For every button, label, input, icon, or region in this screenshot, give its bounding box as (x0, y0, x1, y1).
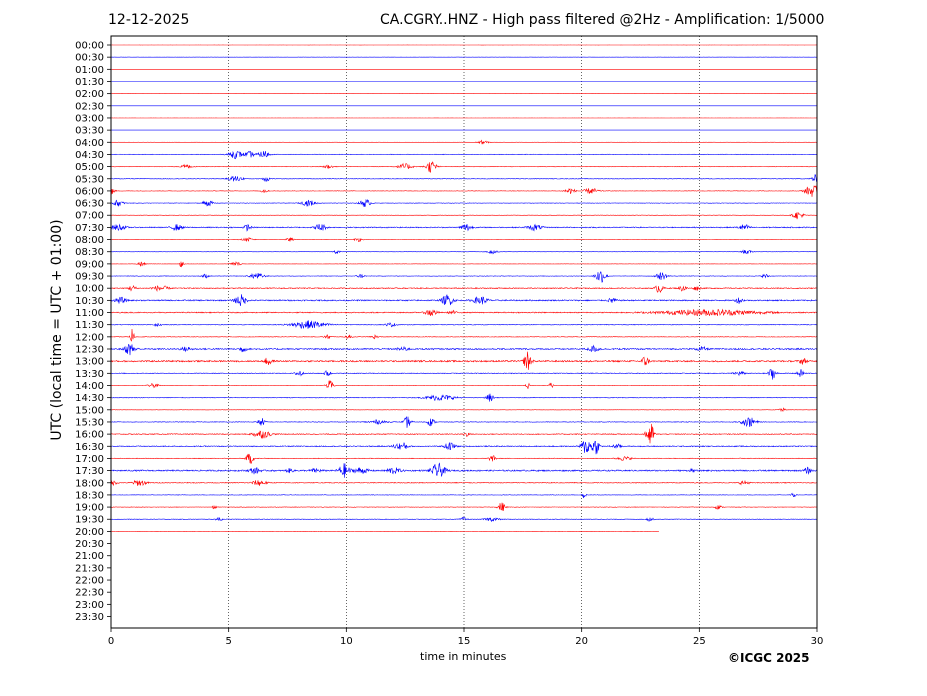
y-tick-label: 20:30 (75, 539, 104, 550)
y-tick-label: 12:00 (75, 332, 104, 343)
trace-1900 (111, 502, 818, 511)
y-tick-label: 16:00 (75, 430, 104, 441)
date-label: 12-12-2025 (108, 12, 190, 28)
trace-0400 (111, 139, 818, 145)
y-tick-label: 19:00 (75, 503, 104, 514)
y-tick-label: 23:30 (75, 612, 104, 623)
y-axis-label: UTC (local time = UTC + 01:00) (49, 219, 65, 441)
y-tick-label: 07:30 (75, 223, 104, 234)
trace-1030 (110, 294, 818, 307)
y-tick-label: 14:00 (75, 381, 104, 392)
y-tick-label: 08:30 (75, 247, 104, 258)
trace-1230 (110, 343, 818, 356)
trace-0430 (110, 150, 818, 160)
trace-1730 (110, 462, 818, 478)
y-tick-label: 02:00 (75, 89, 104, 100)
trace-0530 (110, 174, 818, 182)
y-tick-label: 21:30 (75, 563, 104, 574)
y-tick-label: 14:30 (75, 393, 104, 404)
y-tick-label: 07:00 (75, 211, 104, 222)
y-tick-label: 03:30 (75, 126, 104, 137)
x-tick-label: 25 (693, 636, 706, 647)
y-tick-label: 23:00 (75, 600, 104, 611)
x-tick-label: 15 (458, 636, 471, 647)
y-tick-label: 08:00 (75, 235, 104, 246)
y-tick-label: 11:00 (75, 308, 104, 319)
trace-1400 (110, 380, 818, 389)
y-tick-label: 01:30 (75, 77, 104, 88)
trace-0600 (110, 185, 818, 197)
y-tick-label: 04:30 (75, 150, 104, 161)
x-axis-label: time in minutes (420, 650, 507, 663)
trace-0830 (110, 249, 817, 255)
y-tick-label: 22:00 (75, 576, 104, 587)
x-tick-label: 5 (225, 636, 231, 647)
y-tick-label: 19:30 (75, 515, 104, 526)
y-tick-label: 15:00 (75, 405, 104, 416)
trace-0800 (111, 236, 818, 242)
trace-1000 (110, 284, 818, 293)
trace-0700 (110, 212, 818, 220)
y-tick-label: 15:30 (75, 417, 104, 428)
trace-1500 (111, 407, 818, 413)
y-tick-label: 10:30 (75, 296, 104, 307)
y-tick-label: 09:00 (75, 259, 104, 270)
y-tick-label: 09:30 (75, 272, 104, 283)
y-tick-label: 05:30 (75, 174, 104, 185)
y-tick-label: 04:00 (75, 138, 104, 149)
y-tick-label: 01:00 (75, 65, 104, 76)
y-tick-label: 05:00 (75, 162, 104, 173)
y-tick-label: 13:30 (75, 369, 104, 380)
trace-1930 (110, 516, 818, 523)
trace-1800 (110, 479, 818, 487)
y-tick-label: 21:00 (75, 551, 104, 562)
trace-0900 (110, 261, 817, 268)
y-tick-label: 06:30 (75, 199, 104, 210)
chart-title: CA.CGRY..HNZ - High pass filtered @2Hz -… (380, 12, 825, 28)
trace-0730 (110, 223, 818, 232)
plot-frame (110, 35, 818, 629)
y-tick-label: 02:30 (75, 101, 104, 112)
copyright-text: ©ICGC 2025 (728, 651, 810, 665)
y-tick-label: 10:00 (75, 284, 104, 295)
trace-1530 (110, 416, 817, 428)
y-tick-label: 22:30 (75, 588, 104, 599)
y-tick-label: 11:30 (75, 320, 104, 331)
trace-1830 (110, 492, 818, 499)
y-tick-label: 20:00 (75, 527, 104, 538)
trace-1200 (111, 328, 818, 342)
trace-1300 (110, 351, 818, 370)
trace-1600 (110, 423, 817, 444)
trace-1100 (111, 308, 818, 317)
trace-1630 (110, 440, 818, 455)
y-tick-label: 00:30 (75, 53, 104, 64)
y-tick-label: 16:30 (75, 442, 104, 453)
y-tick-label: 13:00 (75, 357, 104, 368)
trace-1700 (110, 453, 818, 464)
x-tick-label: 30 (811, 636, 824, 647)
y-tick-label: 00:00 (75, 41, 104, 52)
y-tick-label: 18:30 (75, 490, 104, 501)
y-tick-label: 17:30 (75, 466, 104, 477)
y-tick-label: 12:30 (75, 345, 104, 356)
y-tick-label: 18:00 (75, 478, 104, 489)
trace-0930 (110, 271, 818, 283)
y-tick-label: 03:00 (75, 113, 104, 124)
trace-1330 (110, 369, 818, 380)
trace-1130 (110, 320, 818, 329)
trace-0630 (110, 198, 818, 208)
y-tick-label: 17:00 (75, 454, 104, 465)
x-tick-label: 20 (575, 636, 588, 647)
y-tick-label: 06:00 (75, 186, 104, 197)
trace-1430 (110, 393, 818, 402)
x-tick-label: 0 (108, 636, 114, 647)
trace-0500 (110, 161, 818, 173)
x-tick-label: 10 (340, 636, 353, 647)
